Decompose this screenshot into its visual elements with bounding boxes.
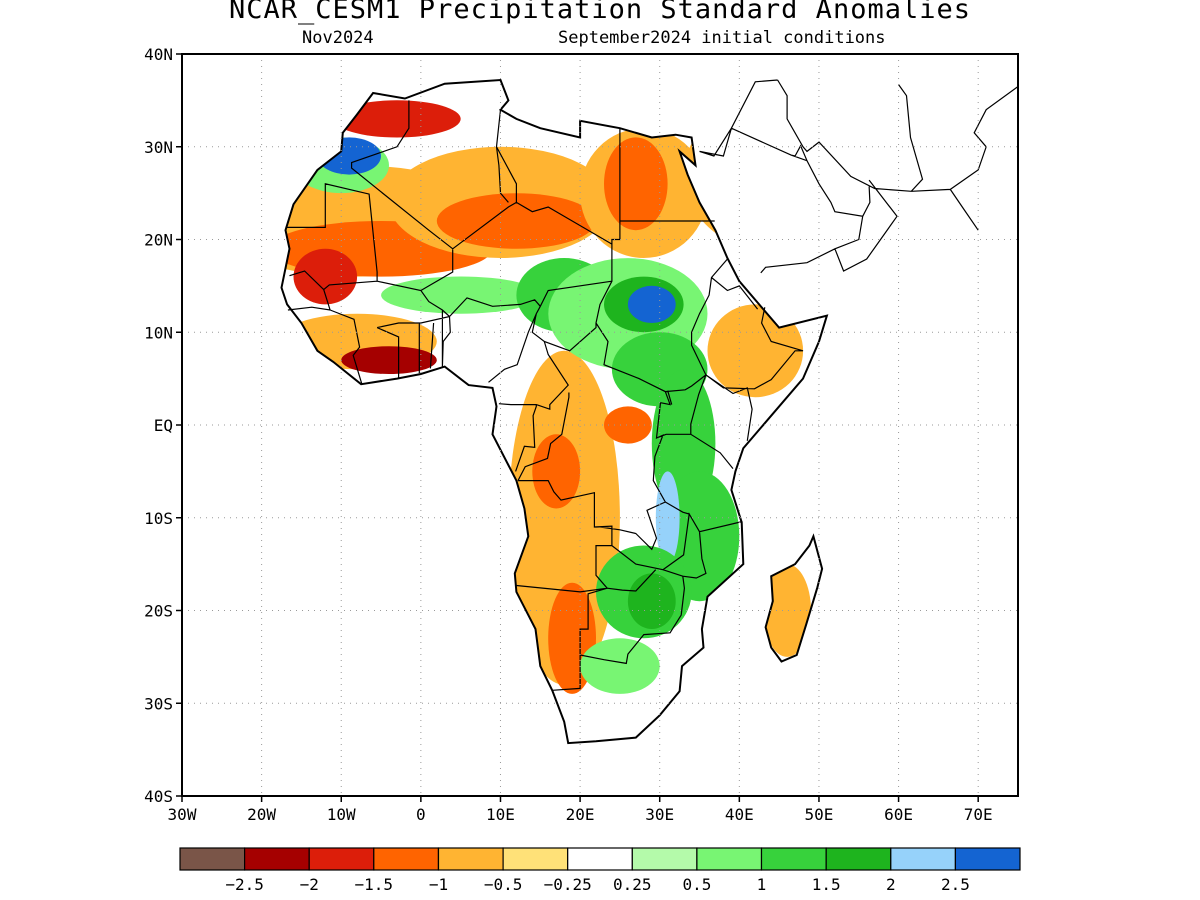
legend-label: −1: [429, 875, 448, 894]
anomaly-region: [604, 406, 652, 444]
legend-label: −2: [300, 875, 319, 894]
legend-swatch: [308, 847, 375, 871]
lon-tick-label: 10E: [486, 805, 515, 824]
legend-label: 2.5: [941, 875, 970, 894]
legend-swatch: [373, 847, 439, 871]
anomaly-region: [381, 276, 541, 314]
lat-tick-label: 30S: [144, 694, 173, 713]
legend-swatch: [631, 847, 698, 871]
lat-tick-label: 40S: [144, 787, 173, 806]
madagascar-coastline: [764, 533, 824, 663]
chart-title: NCAR_CESM1 Precipitation Standard Anomal…: [229, 0, 971, 25]
grid-lines: [182, 54, 1018, 796]
lon-tick-label: 20E: [566, 805, 595, 824]
anomaly-region: [723, 100, 819, 175]
anomaly-region: [627, 285, 676, 323]
lon-tick-label: 40E: [725, 805, 754, 824]
lon-tick-label: 70E: [964, 805, 993, 824]
legend-label: −0.25: [544, 875, 592, 894]
lat-tick-label: 20N: [144, 231, 173, 250]
legend-swatch: [567, 847, 633, 871]
longitude-axis: 30W 20W 10W 0 10E 20E 30E 40E 50E 60E 70E: [168, 796, 993, 824]
lat-tick-label: EQ: [154, 416, 173, 435]
lat-tick-label: 20S: [144, 602, 173, 621]
lon-tick-label: 10W: [327, 805, 356, 824]
anomaly-region: [763, 564, 811, 657]
anomaly-region: [341, 346, 437, 374]
legend-label: 0.25: [613, 875, 652, 894]
anomaly-region: [851, 138, 947, 194]
legend-label: 0.5: [682, 875, 711, 894]
anomaly-region: [293, 248, 358, 305]
legend-swatch: [890, 847, 956, 871]
legend-label: −1.5: [355, 875, 394, 894]
legend-label: −0.5: [484, 875, 523, 894]
anomaly-region: [333, 100, 461, 138]
anomaly-region: [652, 54, 700, 73]
anomaly-region: [532, 434, 581, 509]
legend-label: 1.5: [812, 875, 841, 894]
legend-swatch: [502, 847, 569, 871]
anomaly-region: [508, 350, 620, 685]
legend-swatch: [825, 847, 892, 871]
country-borders: [285, 79, 1018, 691]
lon-tick-label: 30W: [168, 805, 197, 824]
anomaly-region: [707, 304, 804, 398]
legend-swatch: [437, 847, 504, 871]
lon-tick-label: 60E: [884, 805, 913, 824]
lon-tick-label: 50E: [804, 805, 833, 824]
latitude-axis: 40N 30N 20N 10N EQ 10S 20S 30S 40S: [144, 45, 182, 806]
africa-coastline: [280, 78, 829, 745]
lon-tick-label: 30E: [645, 805, 674, 824]
legend-label: 2: [886, 875, 896, 894]
initial-conditions: September2024 initial conditions: [558, 28, 886, 48]
lon-tick-label: 0: [416, 805, 426, 824]
legend-swatch: [696, 847, 763, 871]
forecast-month: Nov2024: [302, 28, 374, 48]
lat-tick-label: 10N: [144, 323, 173, 342]
anomaly-region: [436, 193, 596, 249]
anomaly-region: [580, 638, 660, 694]
legend-label: −2.5: [225, 875, 264, 894]
legend-swatch: [179, 847, 246, 871]
lat-tick-label: 10S: [144, 509, 173, 528]
legend-swatch: [760, 847, 827, 871]
lat-tick-label: 40N: [144, 45, 173, 64]
anomaly-region: [604, 137, 668, 231]
anomaly-region: [281, 80, 358, 110]
legend-swatch: [954, 847, 1021, 871]
legend-swatch: [244, 847, 310, 871]
legend-label: 1: [757, 875, 767, 894]
anomaly-region: [627, 573, 676, 629]
color-legend: −2.5 −2 −1.5 −1 −0.5 −0.25 0.25 0.5 1 1.5 2 2.5: [179, 847, 1021, 894]
lat-tick-label: 30N: [144, 138, 173, 157]
lon-tick-label: 20W: [247, 805, 276, 824]
